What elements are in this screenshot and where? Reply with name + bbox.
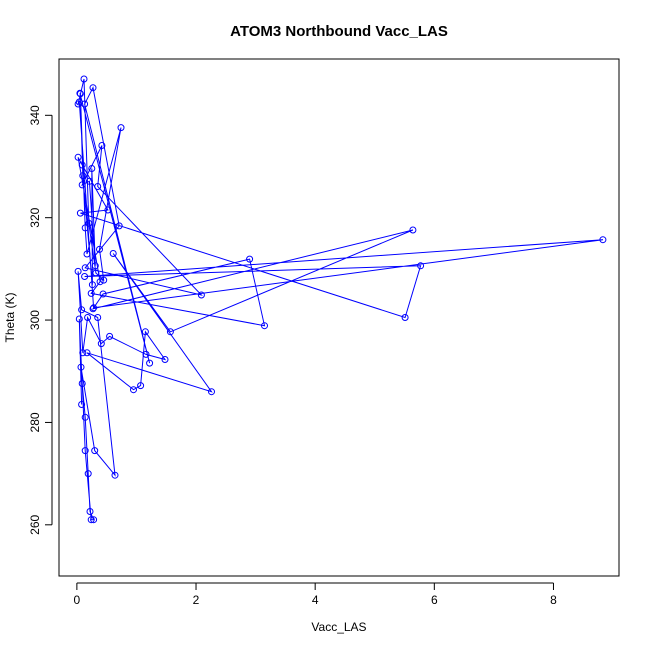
data-point <box>78 161 86 169</box>
data-point <box>84 470 92 478</box>
data-point <box>88 281 96 289</box>
data-point <box>208 388 215 396</box>
y-tick-label: 320 <box>28 207 42 227</box>
data-point <box>261 322 268 330</box>
y-tick-label: 300 <box>28 310 42 330</box>
data-point <box>401 314 409 321</box>
data-point <box>104 206 112 214</box>
data-point <box>87 516 95 524</box>
data-point <box>81 100 89 108</box>
data-point <box>98 142 106 149</box>
data-point <box>81 413 89 421</box>
data-point <box>85 219 93 227</box>
data-point <box>166 328 174 336</box>
data-point <box>130 386 137 394</box>
data-point <box>83 349 91 357</box>
data-point <box>197 291 205 299</box>
data-point <box>81 224 89 232</box>
data-point <box>78 401 86 408</box>
data-point <box>599 236 607 244</box>
data-point <box>111 471 119 479</box>
data-point <box>74 153 82 161</box>
data-point <box>91 262 99 270</box>
x-tick-label: 2 <box>193 593 200 607</box>
data-point <box>92 269 100 277</box>
data-point <box>97 340 105 348</box>
y-tick-label: 340 <box>28 105 42 125</box>
x-tick-label: 6 <box>431 593 438 607</box>
x-axis-label: Vacc_LAS <box>311 620 366 634</box>
data-point <box>78 380 86 387</box>
x-tick-label: 8 <box>550 593 557 607</box>
data-point <box>246 255 254 263</box>
data-point <box>81 447 89 455</box>
data-point <box>85 177 93 185</box>
data-point <box>90 304 98 312</box>
series-line-0 <box>77 78 603 521</box>
data-point <box>99 290 107 298</box>
data-point <box>81 264 89 272</box>
data-point <box>417 262 425 270</box>
x-axis: 0 2 4 6 8 <box>74 582 557 607</box>
data-point <box>79 172 87 180</box>
data-point <box>106 332 114 340</box>
data-point <box>115 222 123 230</box>
data-point <box>79 349 87 357</box>
data-point <box>137 382 145 390</box>
data-point <box>78 181 86 189</box>
data-point <box>94 314 102 321</box>
data-point <box>78 306 86 314</box>
data-point <box>141 328 149 336</box>
x-tick-label: 4 <box>312 593 319 607</box>
data-point <box>77 363 85 371</box>
data-point <box>89 84 97 92</box>
chart-title: ATOM3 Northbound Vacc_LAS <box>230 23 448 40</box>
data-point <box>88 165 96 172</box>
data-point <box>109 250 117 257</box>
data-point <box>81 273 89 280</box>
data-point <box>146 359 154 367</box>
y-axis-label: Theta (K) <box>3 292 17 342</box>
data-point <box>80 75 88 83</box>
y-axis: 260 280 300 320 340 <box>28 105 53 535</box>
data-point <box>94 183 102 190</box>
data-point <box>117 124 125 132</box>
y-tick-label: 280 <box>28 412 42 432</box>
data-point <box>76 89 84 97</box>
series-layer <box>74 75 607 524</box>
data-point <box>142 350 150 358</box>
plot-frame <box>58 58 620 577</box>
y-tick-label: 260 <box>28 514 42 534</box>
data-point <box>75 315 83 323</box>
data-point <box>76 209 84 217</box>
data-point <box>409 226 417 234</box>
data-point <box>86 508 94 515</box>
data-point <box>100 276 108 284</box>
data-point <box>84 314 92 321</box>
data-point <box>74 267 82 275</box>
data-point <box>91 447 99 455</box>
data-point <box>96 278 104 286</box>
data-point <box>90 516 98 524</box>
data-point <box>96 245 103 253</box>
data-point <box>161 356 169 363</box>
data-point <box>83 250 91 258</box>
data-point <box>87 289 95 297</box>
x-tick-label: 0 <box>74 593 81 607</box>
